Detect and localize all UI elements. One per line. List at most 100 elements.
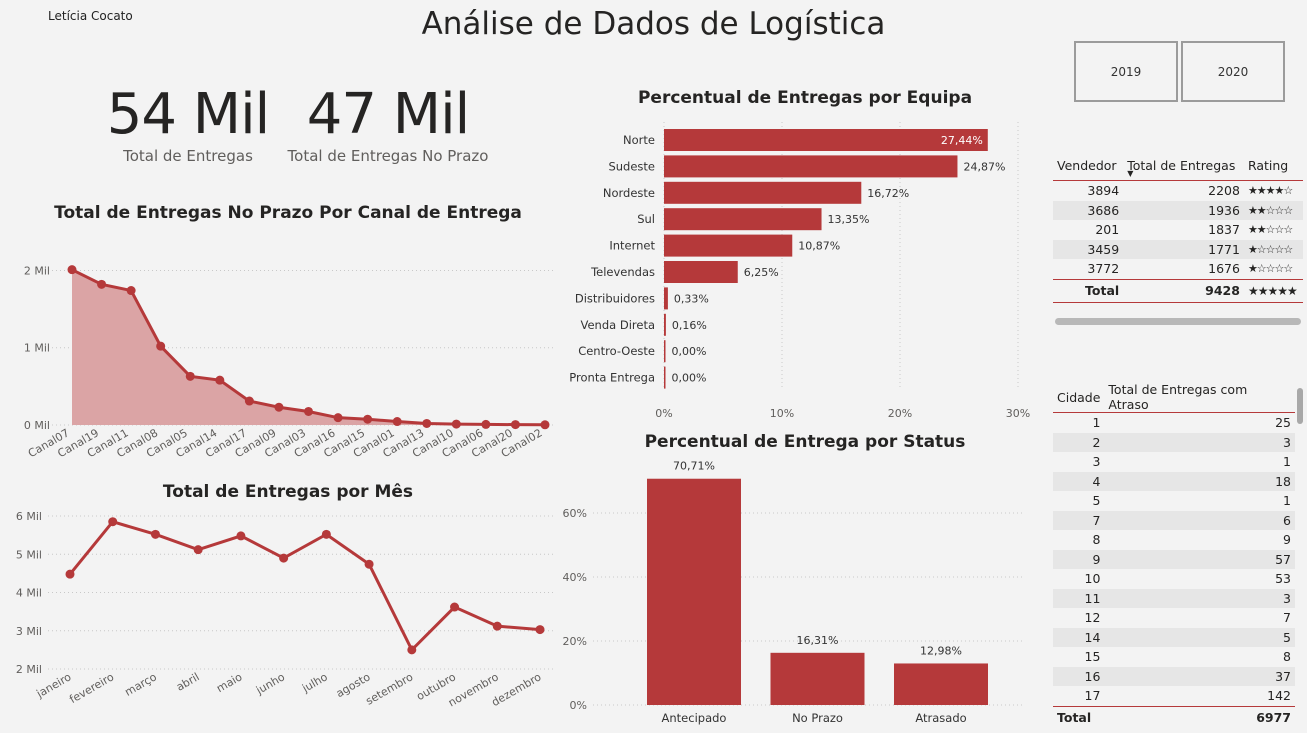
cell-cidade: 11 [1053, 588, 1105, 608]
table-row[interactable]: 16 37 [1053, 666, 1295, 686]
cell-rating: ★☆☆☆☆ [1247, 262, 1293, 276]
table-row[interactable]: 11 3 [1053, 588, 1295, 608]
year-button-2019[interactable]: 2019 [1074, 41, 1178, 102]
data-label: 6,25% [744, 266, 779, 279]
cell-vendedor: 3459 [1053, 239, 1124, 259]
data-point [510, 420, 520, 430]
bar [664, 261, 738, 283]
data-point [392, 417, 402, 427]
cell-rating: ★★☆☆☆ [1247, 223, 1293, 237]
kpi-value: 54 Mil [106, 82, 271, 147]
bar [664, 340, 666, 363]
data-point [279, 553, 289, 563]
data-label: 27,44% [941, 134, 983, 147]
cell-entregas-atraso: 25 [1275, 415, 1291, 431]
vertical-scrollbar[interactable] [1297, 388, 1303, 424]
series-line [68, 520, 541, 653]
col-header-rating[interactable]: Rating [1247, 157, 1289, 173]
y-tick-label: 4 Mil [16, 587, 42, 600]
y-category-label: Nordeste [603, 186, 655, 200]
data-label: 16,31% [797, 634, 839, 647]
data-point [333, 413, 343, 423]
author-name: Letícia Cocato [48, 9, 133, 23]
y-tick-label: 2 Mil [24, 264, 50, 277]
cell-cidade: 15 [1084, 649, 1101, 665]
cell-cidade: 9 [1053, 549, 1105, 569]
cell-total-entregas: 1936 [1123, 200, 1244, 220]
data-point [363, 414, 373, 424]
area-fill [72, 269, 545, 425]
bar [664, 155, 958, 178]
data-point [422, 418, 432, 428]
col-header-entregas-atraso[interactable]: Total de Entregas com Atraso [1108, 382, 1248, 412]
cell-entregas-atraso: 9 [1283, 532, 1291, 548]
y-tick-label: 40% [563, 571, 587, 584]
x-tick-label: 20% [888, 407, 912, 420]
table-row[interactable]: 15 8 [1053, 647, 1295, 667]
chart-title-status: Percentual de Entrega por Status [644, 432, 966, 452]
bar [664, 208, 822, 231]
x-tick-label: junho [253, 670, 287, 697]
table-row[interactable]: 9 57 [1053, 549, 1295, 569]
kpi-label: Total de Entregas No Prazo [287, 147, 489, 165]
table-row[interactable]: 3894 2208 ★★★★☆ [1053, 181, 1303, 201]
table-row[interactable]: 12 7 [1053, 608, 1295, 628]
y-tick-label: 6 Mil [16, 510, 42, 523]
data-label: 24,87% [963, 160, 1005, 173]
year-button-2020[interactable]: 2020 [1181, 41, 1285, 102]
cell-entregas-atraso: 7 [1283, 610, 1291, 626]
data-point [65, 569, 75, 579]
x-tick-label: maio [214, 670, 244, 695]
col-header-vendedor[interactable]: Vendedor [1057, 157, 1117, 173]
cell-vendedor: 3894 [1087, 183, 1120, 199]
table-row[interactable]: 201 1837 ★★☆☆☆ [1053, 220, 1303, 240]
data-point [67, 265, 77, 275]
cell-entregas-atraso: 5 [1104, 627, 1295, 647]
table-row[interactable]: 17 142 [1053, 686, 1295, 706]
y-tick-label: 5 Mil [16, 548, 42, 561]
data-point [304, 406, 313, 416]
table-row[interactable]: 3686 1936 ★★☆☆☆ [1053, 200, 1303, 220]
table-row[interactable]: 1 25 [1053, 413, 1295, 433]
chart-title-canal: Total de Entregas No Prazo Por Canal de … [54, 203, 522, 223]
horizontal-scrollbar[interactable] [1055, 318, 1301, 325]
data-point [126, 286, 136, 296]
table-row[interactable]: 3772 1676 ★☆☆☆☆ [1053, 259, 1303, 279]
vendedor-table: Vendedor Total de Entregas ▼ Rating 3894… [1053, 150, 1303, 303]
chart-title-equipa: Percentual de Entregas por Equipa [637, 88, 973, 108]
y-tick-label: 0% [570, 699, 587, 712]
cell-entregas-atraso: 6 [1104, 510, 1295, 530]
cell-entregas-atraso: 142 [1267, 688, 1291, 704]
data-point [450, 602, 460, 612]
bar [894, 663, 988, 705]
y-category-label: Distribuidores [575, 291, 655, 305]
data-point [481, 419, 491, 429]
data-point [540, 420, 550, 430]
col-header-cidade[interactable]: Cidade [1057, 389, 1101, 405]
cell-total-entregas: 2208 [1208, 183, 1240, 199]
data-point [215, 375, 225, 385]
cell-cidade: 4 [1053, 471, 1105, 491]
total-label: Total [1085, 283, 1120, 298]
table-row[interactable]: 3459 1771 ★☆☆☆☆ [1053, 239, 1303, 259]
cell-total-entregas: 1771 [1123, 239, 1244, 259]
col-header-total-entregas[interactable]: Total de Entregas ▼ [1123, 150, 1244, 181]
bar [664, 234, 793, 257]
data-point [185, 371, 195, 381]
total-value: 6977 [1256, 710, 1291, 725]
cell-entregas-atraso: 1 [1283, 493, 1291, 509]
data-point [451, 419, 461, 429]
table-row[interactable]: 14 5 [1053, 627, 1295, 647]
y-tick-label: 1 Mil [24, 342, 50, 355]
data-point [97, 279, 107, 289]
table-row[interactable]: 10 53 [1053, 569, 1295, 589]
kpi-value: 47 Mil [306, 82, 471, 147]
table-row[interactable]: 4 18 [1053, 471, 1295, 491]
y-tick-label: 2 Mil [16, 663, 42, 676]
